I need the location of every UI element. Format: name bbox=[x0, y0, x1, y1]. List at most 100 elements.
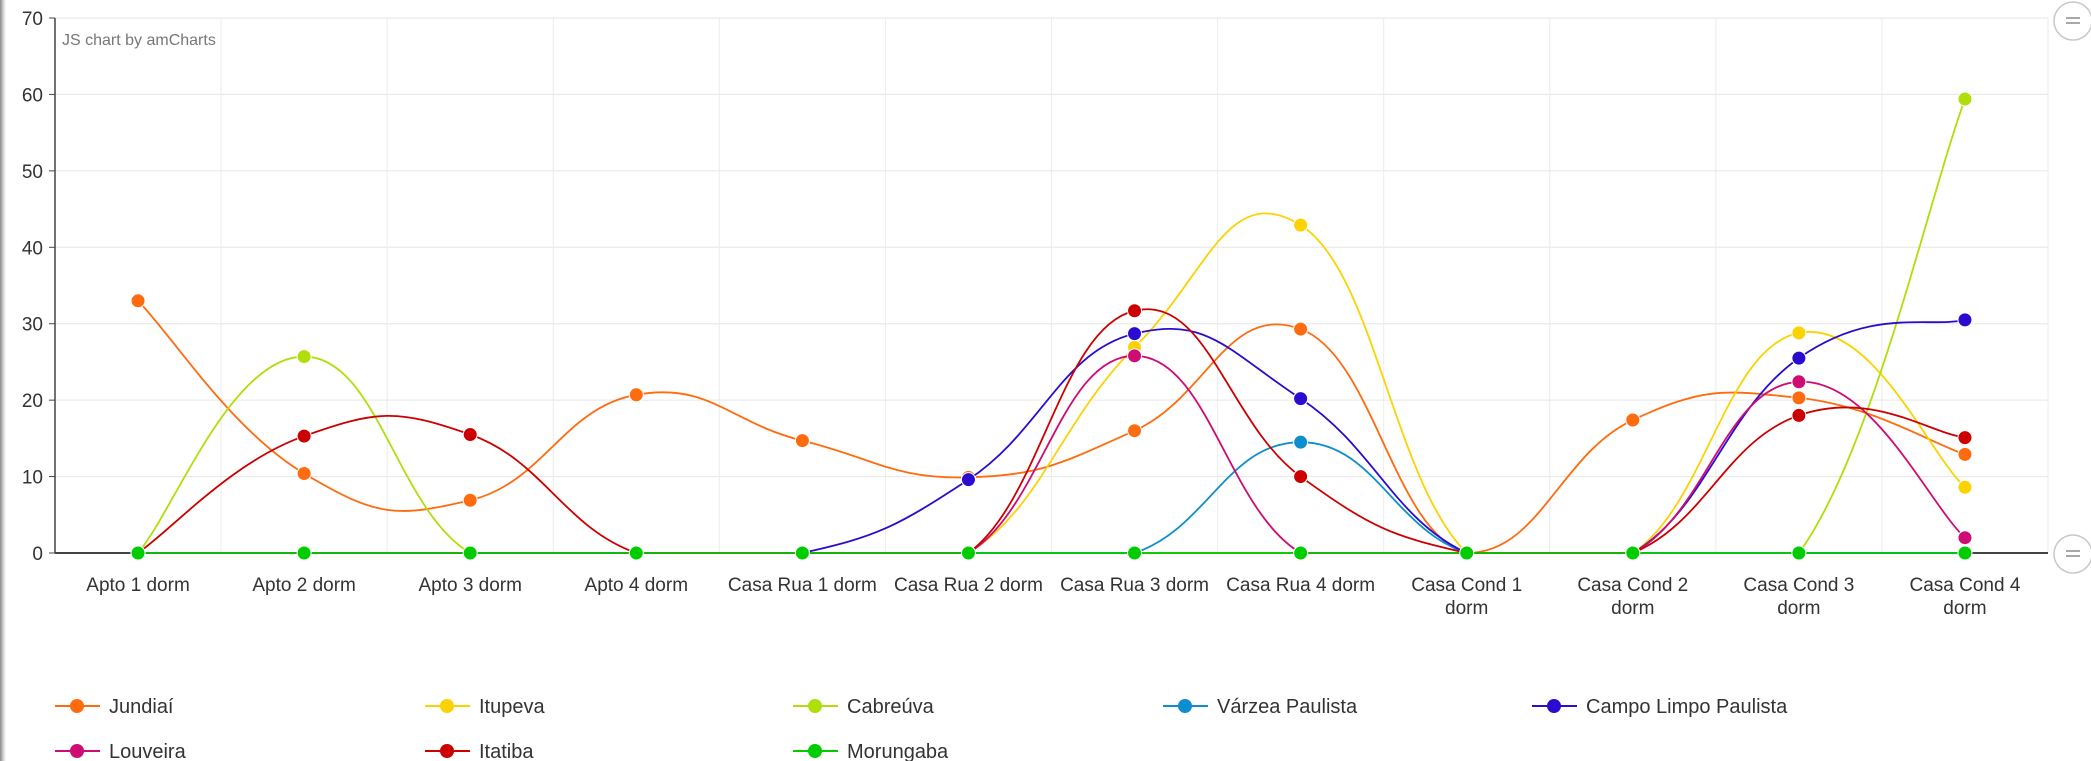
data-point[interactable] bbox=[130, 545, 146, 561]
data-point[interactable] bbox=[1957, 312, 1973, 328]
data-point[interactable] bbox=[1791, 545, 1807, 561]
y-tick-label: 20 bbox=[22, 391, 43, 412]
legend-item[interactable]: Cabreúva bbox=[793, 696, 935, 718]
y-tick-label: 0 bbox=[32, 544, 43, 565]
data-point[interactable] bbox=[130, 293, 146, 309]
x-tick-label: Casa Cond 4 bbox=[1910, 575, 2021, 596]
legend-item[interactable]: Várzea Paulista bbox=[1163, 696, 1358, 718]
data-point[interactable] bbox=[960, 472, 976, 488]
y-tick-label: 60 bbox=[22, 85, 43, 106]
series-line[interactable] bbox=[137, 308, 1966, 554]
data-point[interactable] bbox=[462, 545, 478, 561]
legend-marker-dot bbox=[1547, 699, 1561, 713]
x-tick-label: Casa Cond 3 bbox=[1743, 575, 1854, 596]
axis-layer: 0 10 20 30 40 50 60 70 Apto 1 dorm Apto 2 dorm Apt… bbox=[22, 9, 2048, 619]
data-point[interactable] bbox=[1957, 430, 1973, 446]
data-point[interactable] bbox=[1459, 545, 1475, 561]
x-tick-label: Apto 3 dorm bbox=[418, 575, 522, 596]
data-point[interactable] bbox=[1127, 326, 1143, 342]
data-point[interactable] bbox=[1791, 350, 1807, 366]
data-point[interactable] bbox=[462, 427, 478, 443]
legend-marker-dot bbox=[440, 699, 454, 713]
data-point[interactable] bbox=[1625, 412, 1641, 428]
data-point[interactable] bbox=[1791, 390, 1807, 406]
chart-credit[interactable]: JS chart by amCharts bbox=[62, 32, 216, 49]
x-tick-label: Apto 2 dorm bbox=[252, 575, 356, 596]
legend-marker-dot bbox=[440, 744, 454, 758]
x-tick-label: Casa Rua 1 dorm bbox=[728, 575, 877, 596]
legend-label: Cabreúva bbox=[847, 696, 935, 718]
legend-label: Morungaba bbox=[847, 741, 949, 761]
legend-label: Itatiba bbox=[479, 741, 534, 761]
data-point[interactable] bbox=[1127, 348, 1143, 364]
series-layer bbox=[130, 91, 1973, 561]
data-point[interactable] bbox=[296, 545, 312, 561]
scrollbar-layer[interactable] bbox=[2053, 1, 2091, 574]
window-edge bbox=[0, 0, 6, 761]
data-point[interactable] bbox=[1293, 217, 1309, 233]
legend-item[interactable]: Morungaba bbox=[793, 741, 949, 761]
legend-label: Itupeva bbox=[479, 696, 545, 718]
data-point[interactable] bbox=[1957, 545, 1973, 561]
legend-marker-dot bbox=[70, 699, 84, 713]
legend-item[interactable]: Campo Limpo Paulista bbox=[1532, 696, 1788, 718]
data-point[interactable] bbox=[1127, 423, 1143, 439]
series-0 bbox=[130, 293, 1973, 561]
series-7 bbox=[130, 545, 1973, 561]
legend-item[interactable]: Itatiba bbox=[425, 741, 534, 761]
data-point[interactable] bbox=[1127, 303, 1143, 319]
data-point[interactable] bbox=[1957, 530, 1973, 546]
data-point[interactable] bbox=[1127, 545, 1143, 561]
legend-marker-dot bbox=[808, 699, 822, 713]
data-point[interactable] bbox=[794, 545, 810, 561]
x-tick-label: dorm bbox=[1943, 598, 1986, 619]
data-point[interactable] bbox=[1791, 325, 1807, 341]
y-tick-label: 30 bbox=[22, 315, 43, 336]
y-tick-label: 50 bbox=[22, 162, 43, 183]
data-point[interactable] bbox=[628, 545, 644, 561]
x-tick-label: Casa Rua 4 dorm bbox=[1226, 575, 1375, 596]
data-point[interactable] bbox=[1293, 545, 1309, 561]
x-tick-label: dorm bbox=[1445, 598, 1488, 619]
legend-label: Jundiaí bbox=[109, 696, 174, 718]
scrollbar-bottom-grip-icon[interactable] bbox=[2053, 534, 2091, 574]
y-tick-label: 10 bbox=[22, 468, 43, 489]
data-point[interactable] bbox=[960, 545, 976, 561]
x-tick-label: Casa Rua 2 dorm bbox=[894, 575, 1043, 596]
data-point[interactable] bbox=[296, 428, 312, 444]
data-point[interactable] bbox=[462, 492, 478, 508]
legend-marker-dot bbox=[808, 744, 822, 758]
x-tick-label: Casa Cond 1 bbox=[1411, 575, 1522, 596]
legend-label: Várzea Paulista bbox=[1217, 696, 1358, 718]
grid-layer bbox=[54, 17, 2049, 554]
legend-item[interactable]: Louveira bbox=[55, 741, 187, 761]
scrollbar-top-grip-icon[interactable] bbox=[2053, 1, 2091, 41]
data-point[interactable] bbox=[1625, 545, 1641, 561]
legend: Jundiaí Itupeva Cabreúva Várzea Paulista Cam… bbox=[55, 696, 1788, 761]
legend-marker-dot bbox=[70, 744, 84, 758]
data-point[interactable] bbox=[1957, 446, 1973, 462]
data-point[interactable] bbox=[1293, 434, 1309, 450]
data-point[interactable] bbox=[1293, 321, 1309, 337]
data-point[interactable] bbox=[1293, 469, 1309, 485]
data-point[interactable] bbox=[628, 387, 644, 403]
data-point[interactable] bbox=[1957, 479, 1973, 495]
x-tick-label: dorm bbox=[1777, 598, 1820, 619]
data-point[interactable] bbox=[296, 466, 312, 482]
x-tick-label: Casa Rua 3 dorm bbox=[1060, 575, 1209, 596]
data-point[interactable] bbox=[1957, 91, 1973, 107]
legend-item[interactable]: Jundiaí bbox=[55, 696, 174, 718]
data-point[interactable] bbox=[1791, 407, 1807, 423]
legend-label: Campo Limpo Paulista bbox=[1586, 696, 1788, 718]
data-point[interactable] bbox=[296, 349, 312, 365]
x-tick-label: Apto 1 dorm bbox=[86, 575, 190, 596]
legend-item[interactable]: Itupeva bbox=[425, 696, 545, 718]
data-point[interactable] bbox=[794, 433, 810, 449]
x-tick-label: dorm bbox=[1611, 598, 1654, 619]
data-point[interactable] bbox=[1293, 391, 1309, 407]
legend-marker-dot bbox=[1178, 699, 1192, 713]
data-point[interactable] bbox=[1791, 374, 1807, 390]
x-tick-label: Apto 4 dorm bbox=[585, 575, 689, 596]
